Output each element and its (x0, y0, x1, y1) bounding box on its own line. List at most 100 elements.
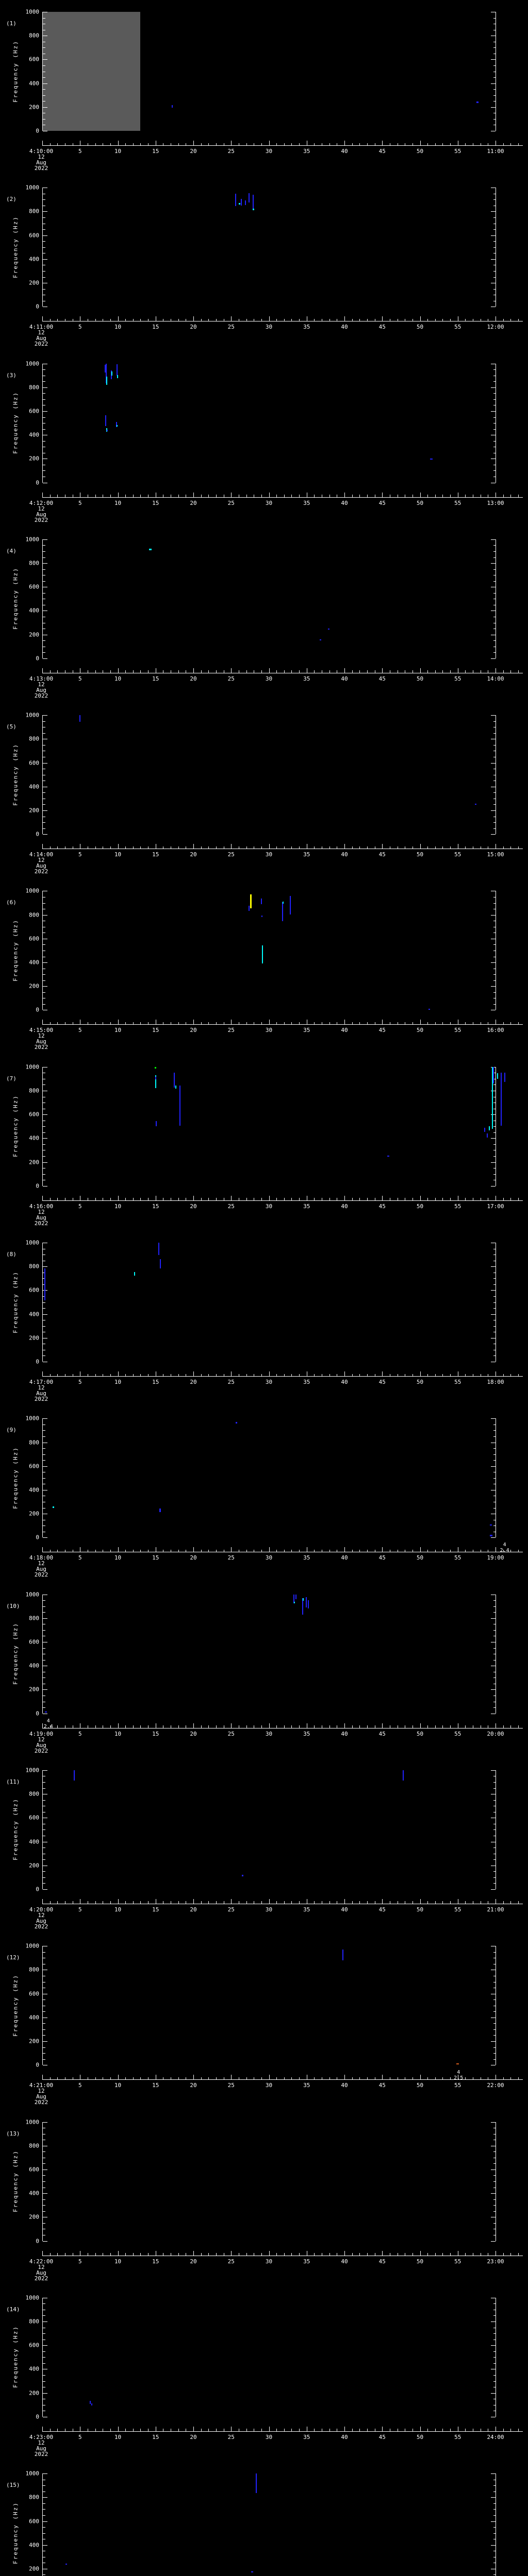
x-tick-label: 15 (152, 1730, 159, 1737)
date-label: 12 (38, 1384, 45, 1392)
x-tick (133, 1022, 134, 1025)
y-tick (43, 986, 47, 987)
y-tick-label: 400 (29, 607, 39, 614)
y-tick (43, 914, 47, 916)
x-tick-label: 55 (454, 851, 461, 858)
x-tick (367, 143, 368, 145)
x-tick (269, 1547, 270, 1552)
event-annotation: 4 (46, 1718, 50, 1724)
y-tick-label: 1000 (25, 1239, 40, 1246)
y-tick (493, 2053, 496, 2054)
y-tick (43, 2035, 45, 2036)
y-tick-label: 600 (29, 1286, 39, 1294)
y-tick (43, 241, 45, 242)
y-tick (493, 217, 496, 218)
y-tick (43, 2175, 45, 2176)
x-tick (133, 143, 134, 145)
y-axis-title: Frequency (Hz) (12, 1270, 19, 1333)
x-end-time-label: 15:00 (487, 851, 504, 858)
x-tick (420, 2250, 421, 2256)
x-tick (465, 143, 466, 145)
y-tick (43, 118, 45, 120)
x-tick (42, 492, 43, 497)
spectrogram-panel: 0 200 400 600 800 1000 5 10 15 20 25 30 35 40 45 50 55 4:… (0, 1583, 528, 1758)
y-tick (43, 65, 45, 66)
x-tick-label: 25 (227, 675, 235, 682)
x-tick-label: 40 (341, 675, 348, 682)
y-tick (43, 289, 45, 290)
x-tick-label: 20 (190, 1730, 197, 1737)
x-tick-label: 55 (454, 1027, 461, 1034)
y-tick (491, 387, 496, 388)
y-tick (43, 2363, 45, 2364)
x-tick (231, 2250, 232, 2256)
x-tick (193, 2075, 194, 2080)
x-tick (427, 1725, 428, 1728)
x-tick (261, 2077, 262, 2080)
y-tick (43, 2533, 45, 2534)
y-tick (493, 1507, 496, 1509)
x-tick (50, 318, 51, 321)
x-tick-label: 50 (416, 1202, 424, 1210)
x-tick-label: 35 (303, 1379, 310, 1386)
x-tick (291, 318, 292, 321)
y-axis-left (42, 1946, 43, 2065)
detection-mark (252, 195, 254, 210)
x-tick (291, 143, 292, 145)
x-tick (231, 2075, 232, 2080)
x-tick (178, 2429, 179, 2431)
x-tick (314, 2429, 315, 2431)
x-tick (193, 141, 194, 145)
y-tick (43, 2122, 47, 2123)
y-tick (493, 1600, 496, 1601)
x-tick (344, 1723, 345, 1728)
x-tick (193, 2426, 194, 2431)
x-tick (201, 1374, 202, 1377)
x-tick (125, 143, 126, 145)
x-tick (420, 844, 421, 849)
x-tick-label: 30 (265, 851, 273, 858)
x-tick (216, 143, 217, 145)
x-tick (442, 2429, 443, 2431)
y-tick-label: 800 (29, 2318, 39, 2325)
x-tick (284, 846, 285, 849)
y-axis-title: Frequency (Hz) (12, 1974, 19, 2037)
x-tick (110, 1374, 111, 1377)
x-tick (450, 1198, 451, 1200)
x-tick (435, 2077, 436, 2080)
x-tick (420, 1899, 421, 1904)
x-tick (352, 143, 353, 145)
x-tick (140, 143, 141, 145)
y-axis-title: Frequency (Hz) (12, 215, 19, 278)
x-tick-label: 5 (78, 851, 82, 858)
y-tick (493, 1648, 496, 1649)
y-tick (43, 1454, 45, 1455)
x-tick (344, 668, 345, 673)
x-tick (269, 668, 270, 673)
x-tick (518, 143, 519, 145)
x-tick (57, 1725, 58, 1728)
x-tick (420, 492, 421, 497)
x-tick (420, 1723, 421, 1728)
y-tick (493, 1707, 496, 1708)
x-tick (291, 1725, 292, 1728)
x-tick (95, 2253, 96, 2256)
x-tick (518, 1549, 519, 1552)
date-label: Aug (36, 1917, 46, 1924)
y-tick (493, 652, 496, 653)
date-label: 2022 (34, 1923, 48, 1930)
y-tick (43, 399, 45, 400)
y-tick (493, 1788, 496, 1789)
x-tick-label: 25 (227, 148, 235, 155)
x-tick (329, 1198, 330, 1200)
y-tick (493, 1448, 496, 1449)
y-tick-label: 200 (29, 2038, 39, 2045)
x-tick (118, 1195, 119, 1200)
x-tick (178, 2253, 179, 2256)
y-tick-label: 400 (29, 256, 39, 263)
y-tick-label: 600 (29, 935, 39, 942)
x-tick (110, 143, 111, 145)
x-tick (299, 2253, 300, 2256)
x-tick (125, 495, 126, 497)
x-tick (329, 1901, 330, 1904)
